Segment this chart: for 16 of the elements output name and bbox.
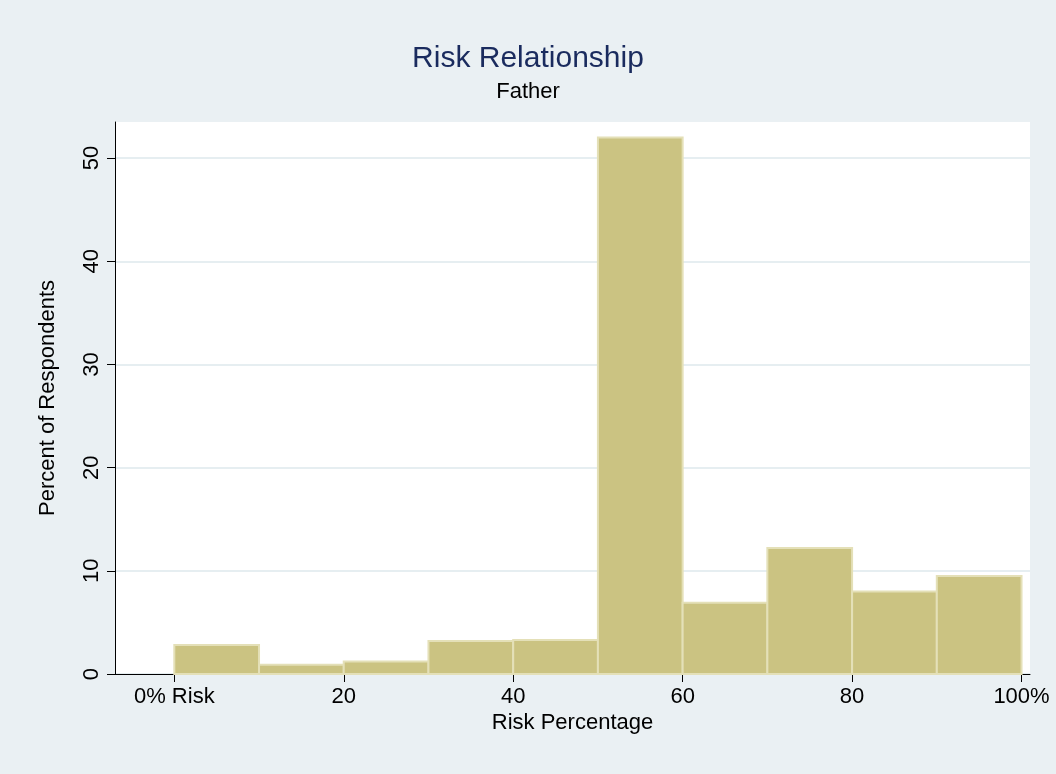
y-tick-label: 40: [77, 249, 103, 274]
x-tick-label: 40: [500, 682, 526, 708]
y-tick-label: 30: [77, 352, 103, 377]
x-tick-label: 80: [839, 682, 865, 708]
y-tick-label: 20: [77, 455, 103, 480]
y-tick-label: 10: [77, 558, 103, 584]
x-tick-label: 100%: [993, 682, 1050, 708]
x-tick-label: 60: [670, 682, 695, 708]
x-tick-label: 0% Risk: [133, 682, 216, 708]
chart-title: Risk Relationship: [412, 39, 644, 73]
y-tick-label: 0: [77, 667, 103, 681]
y-tick-label: 50: [77, 145, 103, 171]
x-tick-label: 20: [331, 682, 356, 708]
y-axis-title: Percent of Respondents: [33, 279, 59, 517]
chart-subtitle: Father: [496, 77, 560, 103]
x-axis-title: Risk Percentage: [491, 709, 654, 735]
